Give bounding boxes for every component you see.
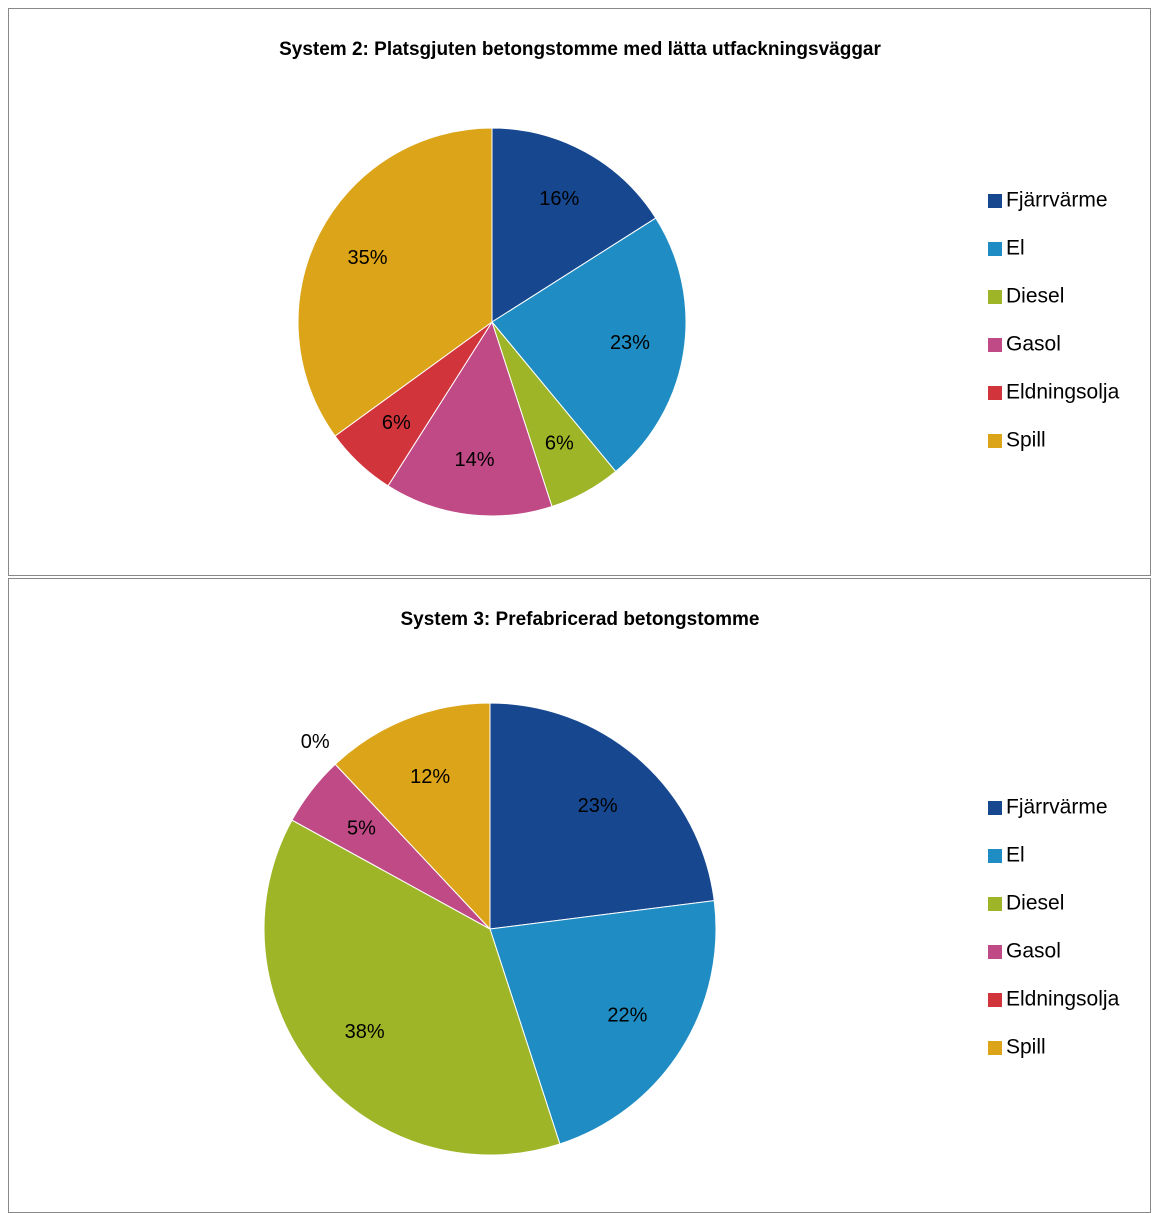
legend-label: Gasol bbox=[1006, 940, 1061, 963]
legend-swatch bbox=[988, 290, 1002, 304]
legend-label: El bbox=[1006, 844, 1025, 867]
legend-label: Fjärrvärme bbox=[1006, 189, 1108, 212]
legend-swatch bbox=[988, 1041, 1002, 1055]
pie-slice bbox=[491, 217, 687, 473]
legend-swatch bbox=[988, 386, 1002, 400]
legend-swatch bbox=[988, 801, 1002, 815]
data-label: 22% bbox=[607, 1004, 647, 1026]
pie-slice bbox=[334, 702, 491, 931]
data-label: 0% bbox=[301, 731, 330, 753]
legend-swatch bbox=[988, 242, 1002, 256]
pie-slice bbox=[387, 320, 553, 517]
pie-slice bbox=[263, 819, 561, 1156]
legend-swatch bbox=[988, 897, 1002, 911]
legend-label: Diesel bbox=[1006, 892, 1064, 915]
legend-label: Fjärrvärme bbox=[1006, 796, 1108, 819]
pie-slice bbox=[491, 127, 657, 323]
legend-swatch bbox=[988, 194, 1002, 208]
pie-slice bbox=[489, 702, 715, 930]
data-label: 16% bbox=[539, 188, 579, 210]
data-label: 14% bbox=[454, 449, 494, 471]
legend-label: Diesel bbox=[1006, 285, 1064, 308]
legend-label: Eldningsolja bbox=[1006, 381, 1120, 404]
chart-title: System 3: Prefabricerad betongstomme bbox=[400, 609, 759, 630]
data-label: 23% bbox=[578, 795, 618, 817]
legend-swatch bbox=[988, 849, 1002, 863]
legend-swatch bbox=[988, 434, 1002, 448]
legend-label: Eldningsolja bbox=[1006, 988, 1120, 1011]
data-label: 6% bbox=[382, 412, 411, 434]
pie-slice bbox=[297, 127, 493, 437]
legend-swatch bbox=[988, 945, 1002, 959]
legend-swatch bbox=[988, 338, 1002, 352]
legend-label: El bbox=[1006, 237, 1025, 260]
data-label: 5% bbox=[347, 818, 376, 840]
chart-title: System 2: Platsgjuten betongstomme med l… bbox=[279, 39, 881, 60]
legend-label: Spill bbox=[1006, 429, 1046, 452]
data-label: 23% bbox=[610, 332, 650, 354]
legend-swatch bbox=[988, 993, 1002, 1007]
legend-label: Spill bbox=[1006, 1036, 1046, 1059]
pie-slice bbox=[489, 900, 717, 1145]
data-label: 12% bbox=[410, 766, 450, 788]
data-label: 38% bbox=[345, 1021, 385, 1043]
data-label: 35% bbox=[348, 247, 388, 269]
data-label: 6% bbox=[545, 433, 574, 455]
legend-label: Gasol bbox=[1006, 333, 1061, 356]
